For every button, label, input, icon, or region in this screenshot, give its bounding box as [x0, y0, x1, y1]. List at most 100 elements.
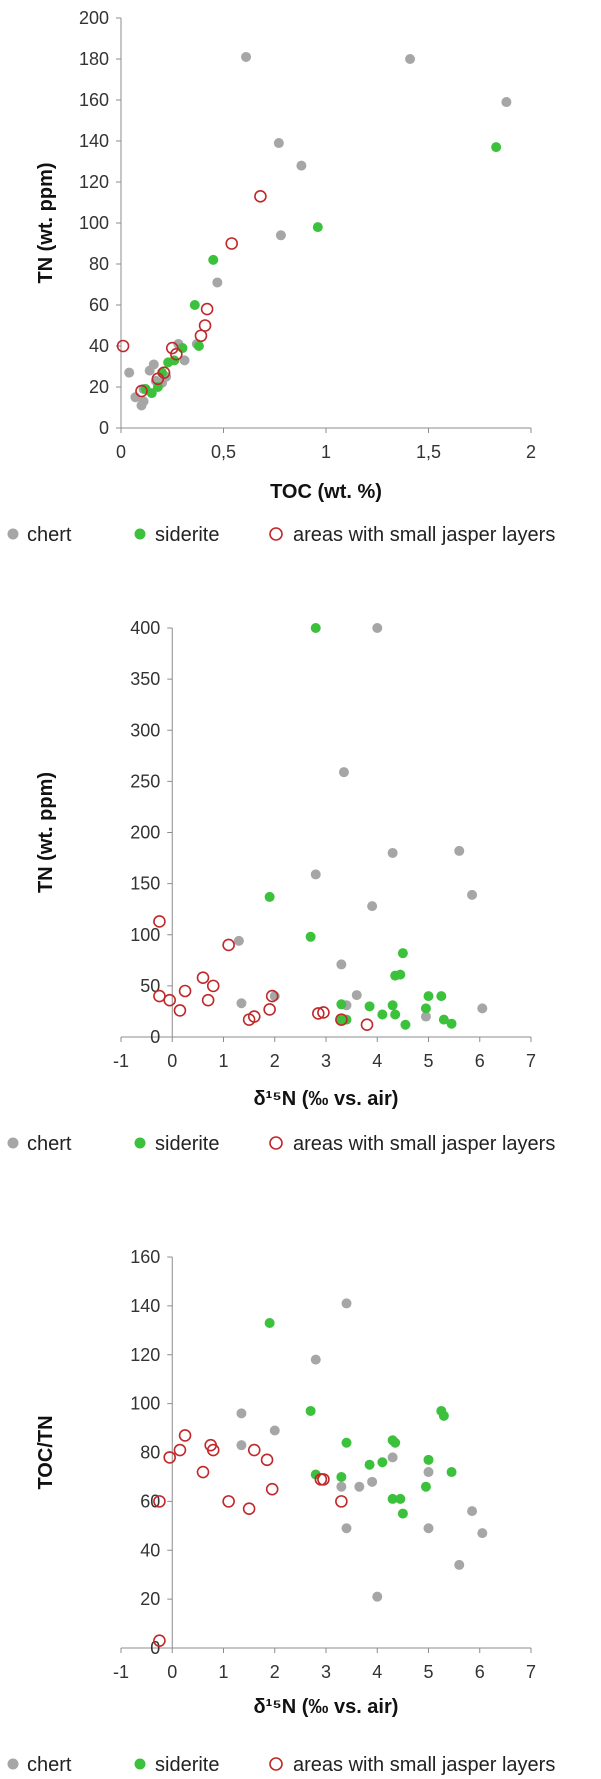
data-point-jasper — [153, 1634, 166, 1647]
data-point-jasper — [163, 993, 176, 1007]
data-point-jasper — [222, 1495, 235, 1508]
y-tick-label: 160 — [130, 1247, 160, 1267]
data-point-chert — [336, 959, 347, 970]
data-point-chert — [372, 623, 383, 633]
legend-siderite-label: siderite — [155, 1754, 219, 1776]
data-point-chert — [241, 51, 252, 62]
data-point-jasper — [173, 1443, 187, 1457]
data-point-jasper — [265, 1482, 279, 1496]
data-point-siderite — [193, 341, 204, 351]
data-point-chert — [354, 1481, 365, 1492]
data-point-jasper — [225, 237, 238, 250]
legend-chert-marker — [7, 1137, 19, 1149]
data-point-siderite — [146, 388, 157, 399]
y-tick-label: 100 — [130, 925, 160, 945]
data-point-chert — [336, 1481, 347, 1492]
data-point-siderite — [438, 1410, 449, 1421]
data-point-siderite — [387, 1493, 398, 1504]
y-tick-label: 250 — [130, 771, 160, 791]
legend-jasper-label: areas with small jasper layers — [293, 1754, 555, 1776]
x-tick-label: 5 — [423, 1051, 433, 1071]
data-point-jasper — [312, 1007, 325, 1020]
x-tick-label: 1 — [218, 1662, 228, 1682]
data-point-siderite — [420, 1003, 431, 1014]
data-point-jasper — [116, 339, 130, 353]
x-tick-label: 5 — [423, 1662, 433, 1682]
data-point-jasper — [260, 1453, 274, 1467]
data-point-siderite — [312, 222, 323, 233]
data-point-jasper — [254, 190, 267, 203]
data-point-siderite — [395, 1493, 406, 1504]
data-point-chert — [387, 1452, 398, 1463]
data-point-chert — [233, 935, 244, 946]
y-tick-label: 0 — [99, 418, 109, 438]
data-point-siderite — [420, 1481, 431, 1492]
data-point-jasper — [157, 366, 171, 379]
y-tick-label: 80 — [89, 254, 109, 274]
data-point-siderite — [377, 1009, 388, 1020]
x-tick-label: 1 — [321, 442, 331, 462]
y-tick-label: 60 — [140, 1491, 160, 1511]
data-point-siderite — [264, 891, 275, 902]
y-axis-title: TN (wt. ppm) — [35, 772, 57, 893]
data-point-siderite — [438, 1014, 449, 1025]
data-point-jasper — [135, 384, 148, 398]
legend-jasper-label: areas with small jasper layers — [293, 1133, 555, 1155]
x-tick-label: 1 — [218, 1051, 228, 1071]
x-tick-label: 0,5 — [211, 442, 236, 462]
x-tick-label: 6 — [475, 1662, 485, 1682]
data-point-jasper — [263, 1003, 276, 1016]
y-tick-label: 80 — [140, 1443, 160, 1463]
legend-chert-marker — [7, 1758, 19, 1770]
data-point-jasper — [165, 341, 179, 355]
data-point-jasper — [335, 1495, 348, 1508]
data-point-chert — [148, 359, 159, 370]
legend-siderite-label: siderite — [155, 524, 219, 546]
data-point-jasper — [247, 1010, 261, 1023]
data-point-chert — [501, 97, 512, 108]
x-axis-title: δ¹⁵N (‰ vs. air) — [254, 1088, 399, 1110]
legend-jasper-marker — [269, 1757, 283, 1771]
data-point-chert — [236, 1440, 247, 1451]
data-point-chert — [423, 1523, 434, 1534]
data-point-siderite — [305, 931, 316, 942]
x-tick-label: -1 — [113, 1051, 129, 1071]
y-tick-label: 20 — [89, 377, 109, 397]
data-point-siderite — [310, 623, 321, 633]
data-point-chert — [467, 889, 478, 900]
data-point-chert — [454, 845, 465, 856]
chart-panel-3: 0 20 40 60 80 100 120 140 160 -1 0 1 2 3 4 5 6 7 δ¹⁵N (‰ v… — [7, 1247, 555, 1776]
legend-chert-label: chert — [27, 1133, 72, 1155]
legend-siderite-label: siderite — [155, 1133, 219, 1155]
data-point-siderite — [390, 1437, 401, 1448]
data-point-chert — [310, 1354, 321, 1365]
data-point-jasper — [198, 319, 212, 332]
legend-siderite-marker — [134, 1758, 146, 1770]
data-point-chert — [236, 998, 247, 1009]
data-point-chert — [236, 1408, 247, 1419]
data-point-siderite — [264, 1317, 275, 1328]
data-point-chert — [296, 160, 307, 171]
data-point-siderite — [395, 969, 406, 980]
x-tick-label: 7 — [526, 1662, 536, 1682]
y-tick-label: 350 — [130, 669, 160, 689]
data-point-jasper — [153, 1495, 166, 1508]
legend-jasper-marker — [269, 1136, 283, 1150]
data-point-chert — [405, 54, 416, 64]
legend-chert-label: chert — [27, 524, 72, 546]
x-tick-label: 2 — [526, 442, 536, 462]
data-point-siderite — [336, 1471, 347, 1482]
x-tick-label: 7 — [526, 1051, 536, 1071]
data-point-siderite — [305, 1405, 316, 1416]
chart-panel-1: 0 20 40 60 80 100 120 140 160 180 200 0 0,5 1 1,5 2 TOC … — [7, 8, 555, 546]
y-tick-label: 160 — [79, 90, 109, 110]
data-point-siderite — [177, 343, 188, 354]
legend: chert siderite areas with small jasper lay… — [7, 524, 555, 546]
data-point-chert — [269, 1425, 280, 1436]
y-tick-label: 200 — [130, 823, 160, 843]
data-point-chert — [477, 1528, 488, 1539]
data-point-siderite — [400, 1019, 411, 1030]
data-point-chert — [387, 847, 398, 858]
y-tick-label: 120 — [79, 172, 109, 192]
data-point-chert — [351, 990, 362, 1001]
